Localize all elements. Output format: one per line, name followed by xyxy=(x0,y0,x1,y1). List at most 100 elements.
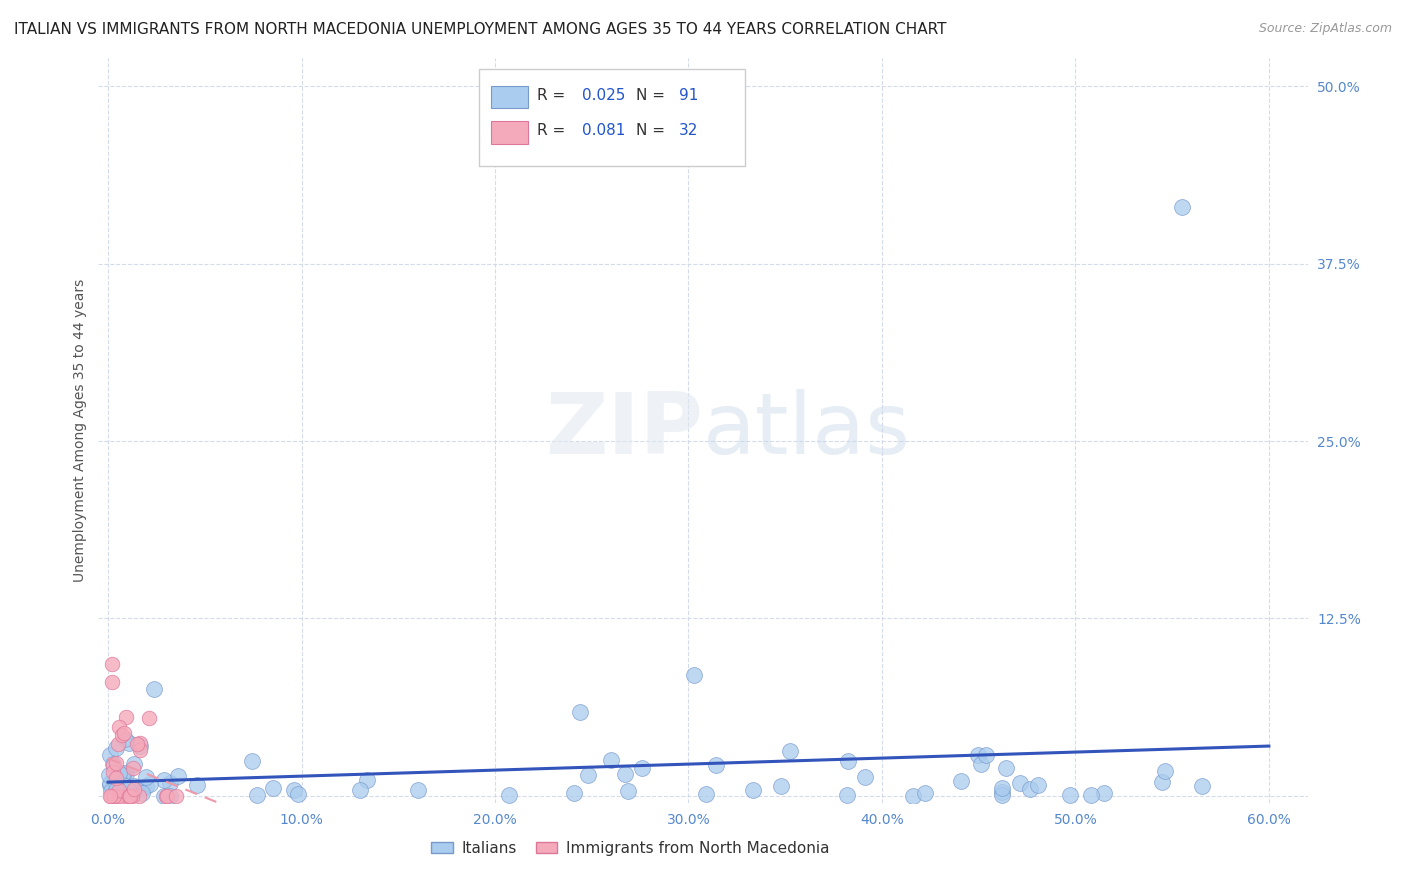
Point xyxy=(704,758,727,772)
Point xyxy=(122,756,145,771)
Text: N =: N = xyxy=(637,88,671,103)
Point xyxy=(165,789,187,803)
Point xyxy=(112,780,135,794)
Point xyxy=(991,788,1014,802)
Point xyxy=(837,788,859,802)
Point xyxy=(914,786,936,800)
Point xyxy=(108,720,131,734)
Point xyxy=(349,783,371,797)
Point xyxy=(159,789,181,803)
Point xyxy=(105,781,128,796)
Point xyxy=(104,780,127,794)
Point xyxy=(1092,786,1115,800)
Point xyxy=(105,789,128,803)
Point xyxy=(262,780,284,795)
Point xyxy=(631,761,654,775)
Point xyxy=(98,776,121,790)
Bar xyxy=(492,121,527,144)
Point xyxy=(101,758,124,772)
Point xyxy=(1154,764,1177,778)
Point xyxy=(129,739,152,754)
Point xyxy=(103,787,125,801)
Text: 0.081: 0.081 xyxy=(582,123,626,138)
Text: 0.025: 0.025 xyxy=(582,88,626,103)
Text: R =: R = xyxy=(537,88,571,103)
Point xyxy=(112,726,135,740)
Point xyxy=(1150,775,1173,789)
Point xyxy=(117,782,139,797)
Point xyxy=(135,779,157,793)
Point xyxy=(770,779,793,793)
Point xyxy=(115,782,138,797)
Point xyxy=(683,668,706,682)
Text: 32: 32 xyxy=(679,123,699,138)
Point xyxy=(1018,781,1040,796)
Point xyxy=(950,773,973,788)
Point xyxy=(101,657,124,671)
Point xyxy=(901,789,924,803)
Point xyxy=(155,789,177,803)
Point xyxy=(156,789,179,803)
Point xyxy=(98,779,121,793)
Point xyxy=(356,772,378,787)
Point xyxy=(128,789,150,803)
Point xyxy=(995,761,1018,775)
Y-axis label: Unemployment Among Ages 35 to 44 years: Unemployment Among Ages 35 to 44 years xyxy=(73,279,87,582)
Point xyxy=(112,786,135,800)
Point xyxy=(562,786,585,800)
Point xyxy=(103,765,125,780)
Point xyxy=(111,728,134,742)
Text: atlas: atlas xyxy=(703,389,911,472)
Point xyxy=(990,785,1012,799)
Point xyxy=(616,784,638,798)
Point xyxy=(138,711,160,725)
Point xyxy=(97,768,120,782)
Point xyxy=(246,789,269,803)
Point xyxy=(966,747,988,762)
Point xyxy=(98,789,121,803)
Point xyxy=(974,747,997,762)
Point xyxy=(152,773,174,788)
Point xyxy=(166,769,188,783)
Point xyxy=(114,731,136,746)
Point xyxy=(98,748,121,763)
Point xyxy=(118,789,141,803)
Point xyxy=(121,789,143,803)
Text: N =: N = xyxy=(637,123,671,138)
Point xyxy=(186,778,208,792)
Point xyxy=(108,782,131,797)
Text: R =: R = xyxy=(537,123,571,138)
Point xyxy=(122,781,145,796)
Point xyxy=(101,789,124,803)
Point xyxy=(568,706,591,720)
Point xyxy=(111,767,134,781)
FancyBboxPatch shape xyxy=(479,70,745,166)
Point xyxy=(695,788,717,802)
Point xyxy=(100,789,122,803)
Point xyxy=(132,781,155,796)
Point xyxy=(135,770,157,784)
Point xyxy=(159,776,181,790)
Point xyxy=(103,789,125,803)
Point xyxy=(124,780,146,794)
Point xyxy=(103,757,125,772)
Legend: Italians, Immigrants from North Macedonia: Italians, Immigrants from North Macedoni… xyxy=(425,835,835,863)
Point xyxy=(105,740,128,755)
Point xyxy=(104,782,127,797)
Point xyxy=(108,782,131,797)
Text: ITALIAN VS IMMIGRANTS FROM NORTH MACEDONIA UNEMPLOYMENT AMONG AGES 35 TO 44 YEAR: ITALIAN VS IMMIGRANTS FROM NORTH MACEDON… xyxy=(14,22,946,37)
Point xyxy=(101,675,124,690)
Point xyxy=(111,778,134,792)
Point xyxy=(104,785,127,799)
Bar xyxy=(492,86,527,108)
Point xyxy=(107,789,129,803)
Point xyxy=(1171,200,1194,214)
Text: Source: ZipAtlas.com: Source: ZipAtlas.com xyxy=(1258,22,1392,36)
Point xyxy=(118,736,141,750)
Point xyxy=(112,765,135,780)
Point xyxy=(240,755,263,769)
Point xyxy=(855,770,877,784)
Point xyxy=(104,771,127,785)
Point xyxy=(613,767,636,781)
Point xyxy=(110,771,132,785)
